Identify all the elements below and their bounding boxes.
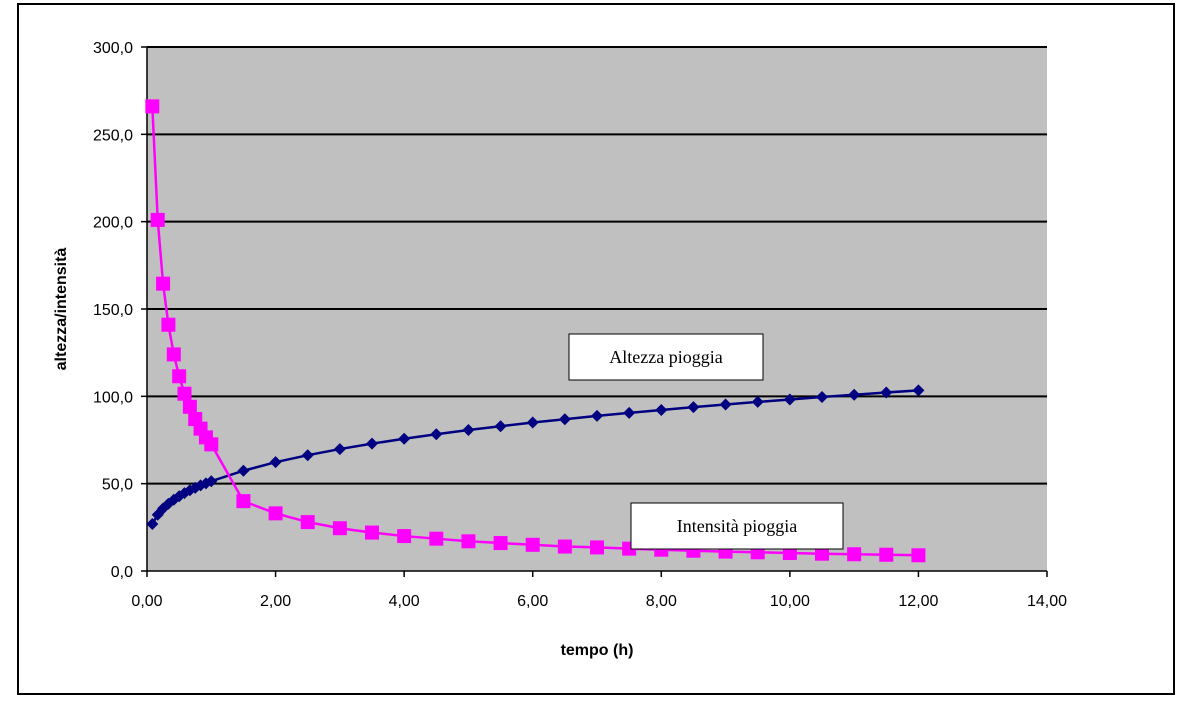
y-axis-title: altezza/intensità — [53, 248, 70, 371]
data-point — [146, 518, 159, 531]
data-point — [182, 399, 197, 414]
data-point — [333, 443, 346, 456]
data-point — [494, 420, 507, 433]
x-tick-label: 2,00 — [260, 593, 291, 610]
x-tick-label: 10,00 — [770, 593, 810, 610]
y-tick-label: 0,0 — [111, 564, 133, 581]
y-tick-label: 300,0 — [93, 40, 133, 57]
x-tick-label: 4,00 — [389, 593, 420, 610]
annotation-box — [568, 333, 764, 381]
x-axis-title: tempo (h) — [561, 642, 634, 659]
data-point — [205, 475, 218, 488]
data-point — [269, 456, 282, 469]
data-point — [332, 521, 347, 536]
x-tick-label: 6,00 — [517, 593, 548, 610]
data-point — [557, 539, 572, 554]
data-point — [150, 212, 165, 227]
data-point — [461, 534, 476, 549]
x-tick-label: 14,00 — [1027, 593, 1067, 610]
y-tick-label: 150,0 — [93, 302, 133, 319]
data-point — [816, 391, 828, 404]
axes: 0,0 50,0 100,0 150,0 200,0 250,0 300,0 0,00 2,00… — [93, 40, 1067, 610]
data-point — [912, 384, 925, 397]
data-point — [623, 406, 636, 419]
data-point — [815, 546, 829, 561]
y-tick-label: 100,0 — [93, 389, 133, 406]
data-point — [526, 416, 539, 429]
data-point — [365, 525, 379, 540]
data-point — [172, 369, 187, 384]
data-point — [236, 494, 251, 509]
data-point — [204, 437, 219, 452]
data-point — [177, 386, 192, 401]
data-point — [687, 401, 700, 414]
y-tick-label: 200,0 — [93, 215, 133, 232]
annotation-label: Intensità pioggia — [677, 516, 797, 536]
series-layer — [145, 99, 926, 563]
data-point — [145, 99, 160, 114]
y-tick-label: 50,0 — [102, 477, 133, 494]
data-point — [847, 547, 862, 562]
series-line — [151, 106, 919, 557]
data-point — [911, 548, 926, 563]
x-tick-label: 12,00 — [898, 593, 938, 610]
y-tick-label: 250,0 — [93, 127, 133, 144]
data-point — [430, 428, 443, 441]
data-point — [525, 537, 540, 552]
data-point — [880, 386, 893, 399]
data-point — [591, 409, 603, 422]
data-point — [558, 413, 571, 426]
data-point — [156, 276, 171, 291]
data-point — [783, 393, 796, 406]
data-point — [301, 449, 314, 462]
data-point — [429, 531, 444, 546]
data-point — [655, 403, 668, 416]
data-point — [590, 540, 604, 555]
data-point — [166, 347, 181, 362]
grid — [147, 46, 1047, 485]
annotation-box — [630, 502, 844, 550]
data-point — [782, 546, 797, 561]
data-point — [719, 398, 732, 411]
data-point — [237, 464, 250, 477]
x-tick-label: 0,00 — [131, 593, 162, 610]
data-point — [879, 547, 894, 562]
x-tick-label: 8,00 — [646, 593, 677, 610]
data-point — [161, 317, 176, 332]
data-point — [268, 506, 283, 521]
data-point — [397, 529, 412, 544]
data-point — [462, 424, 475, 437]
data-point — [398, 432, 411, 445]
data-point — [493, 536, 508, 551]
annotation-label: Altezza pioggia — [609, 347, 722, 367]
data-point — [848, 388, 861, 401]
data-point — [300, 515, 315, 530]
data-point — [366, 437, 378, 450]
annotations: Altezza pioggia Intensità pioggia — [568, 333, 844, 550]
data-point — [751, 395, 764, 408]
